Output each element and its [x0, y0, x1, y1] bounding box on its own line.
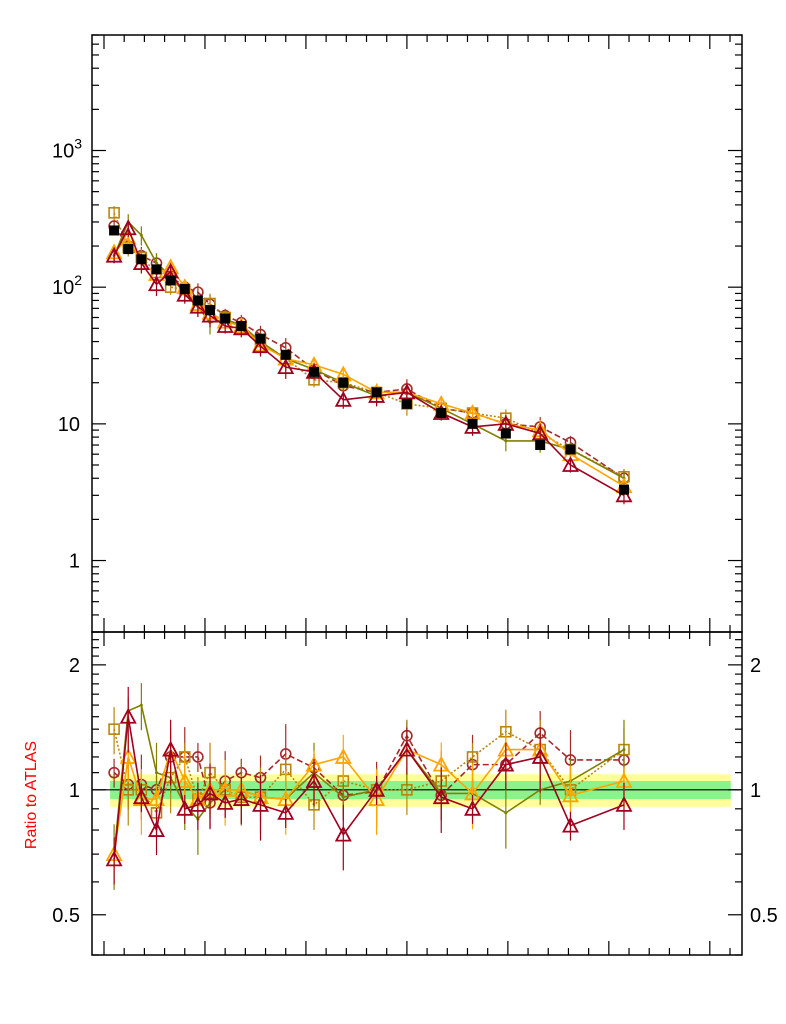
main-point-mc5	[398, 383, 416, 400]
data-point	[220, 313, 231, 324]
ratio-tick-label-left: 1	[69, 780, 80, 802]
ratio-point-mc5	[305, 772, 323, 788]
ratio-line-mc5	[113, 716, 625, 860]
ratio-point-mc4	[147, 790, 166, 806]
ratio-point-mc5	[251, 795, 270, 812]
data-point	[338, 377, 349, 388]
ratio-point-mc3	[504, 811, 508, 815]
ratio-point-mc5	[531, 748, 549, 764]
main-point-mc5	[277, 358, 295, 375]
data-point	[255, 333, 266, 344]
data-point	[467, 418, 478, 429]
data-point	[535, 440, 546, 451]
data-point	[151, 264, 162, 275]
ratio-point-mc5	[176, 799, 194, 816]
main-point-mc5	[105, 246, 123, 263]
ratio-tick-label-left: 0.5	[52, 905, 80, 927]
y-tick-label: 102	[52, 272, 82, 299]
ratio-point-mc5	[162, 740, 180, 757]
main-point-mc5	[147, 275, 166, 292]
ratio-point-mc1	[108, 766, 120, 779]
data-point	[500, 428, 511, 439]
ratio-point-mc5	[277, 803, 295, 820]
ratio-point-mc5	[464, 799, 482, 816]
data-point	[436, 408, 447, 419]
main-point-mc5	[119, 219, 137, 236]
main-point-mc5	[531, 424, 549, 441]
ratio-point-mc5	[334, 825, 352, 842]
main-point-mc5	[176, 285, 194, 302]
main-point-mc5	[216, 317, 234, 333]
ratio-point-mc3	[155, 771, 159, 775]
ratio-point-mc5	[189, 795, 207, 812]
data-point	[618, 484, 629, 495]
y-tick-label: 1	[69, 551, 80, 573]
data-point	[205, 305, 216, 316]
main-point-mc5	[561, 456, 579, 472]
main-point-mc3	[139, 233, 143, 237]
ratio-point-mc5	[561, 816, 579, 833]
ratio-frame	[91, 631, 743, 956]
ratio-point-mc1	[192, 751, 204, 763]
main-line-mc4	[113, 236, 625, 487]
main-point-mc3	[504, 439, 508, 443]
main-frame	[91, 34, 743, 633]
ratio-point-mc5	[615, 795, 633, 812]
ratio-axis-label: Ratio to ATLAS	[23, 741, 40, 849]
ratio-tick-label-right: 2	[750, 655, 761, 677]
ratio-tick-label-right: 0.5	[750, 905, 778, 927]
ratio-point-mc5	[201, 784, 219, 801]
data-point	[109, 225, 120, 236]
data-point	[179, 283, 190, 294]
ratio-point-mc2	[108, 723, 120, 735]
y-tick-label: 103	[52, 136, 82, 163]
main-line-mc5	[113, 226, 625, 497]
data-point	[165, 275, 176, 286]
ratio-point-mc5	[147, 821, 166, 837]
ratio-line-mc2	[113, 728, 625, 815]
data-point	[401, 398, 412, 409]
ratio-point-mc5	[368, 780, 386, 797]
ratio-point-mc5	[216, 794, 234, 810]
ratio-point-mc5	[232, 790, 250, 806]
ratio-point-mc4	[334, 748, 352, 764]
main-point-mc5	[615, 486, 633, 503]
data-point	[123, 244, 134, 255]
ratio-point-mc4	[176, 772, 194, 788]
data-point	[371, 387, 382, 398]
ratio-point-mc4	[368, 790, 386, 806]
ratio-tick-label-left: 2	[69, 655, 80, 677]
data-point	[565, 444, 576, 455]
ratio-point-mc3	[139, 703, 143, 707]
main-point-mc2	[108, 207, 120, 219]
ratio-point-mc4	[561, 786, 579, 803]
ratio-point-mc5	[105, 850, 123, 867]
data-point	[192, 295, 203, 306]
data-point	[280, 349, 291, 360]
ratio-point-mc5	[398, 740, 416, 757]
main-point-mc5	[189, 297, 207, 314]
data-point	[236, 320, 247, 331]
y-tick-label: 10	[58, 414, 80, 436]
main-line-mc2	[113, 212, 625, 478]
ratio-point-mc5	[132, 788, 150, 805]
ratio-point-mc3	[341, 795, 345, 799]
ratio-line-mc4	[113, 747, 625, 855]
data-point	[136, 254, 147, 265]
ratio-point-mc5	[497, 755, 515, 772]
ratio-point-mc3	[622, 748, 626, 752]
main-point-mc5	[334, 390, 352, 407]
ratio-tick-label-right: 1	[750, 780, 761, 802]
main-point-mc3	[155, 261, 159, 265]
ratio-point-mc5	[432, 788, 450, 805]
ratio-point-mc2	[466, 751, 479, 763]
ratio-point-mc5	[119, 707, 137, 724]
main-point-mc5	[251, 337, 270, 354]
data-point	[309, 366, 320, 377]
